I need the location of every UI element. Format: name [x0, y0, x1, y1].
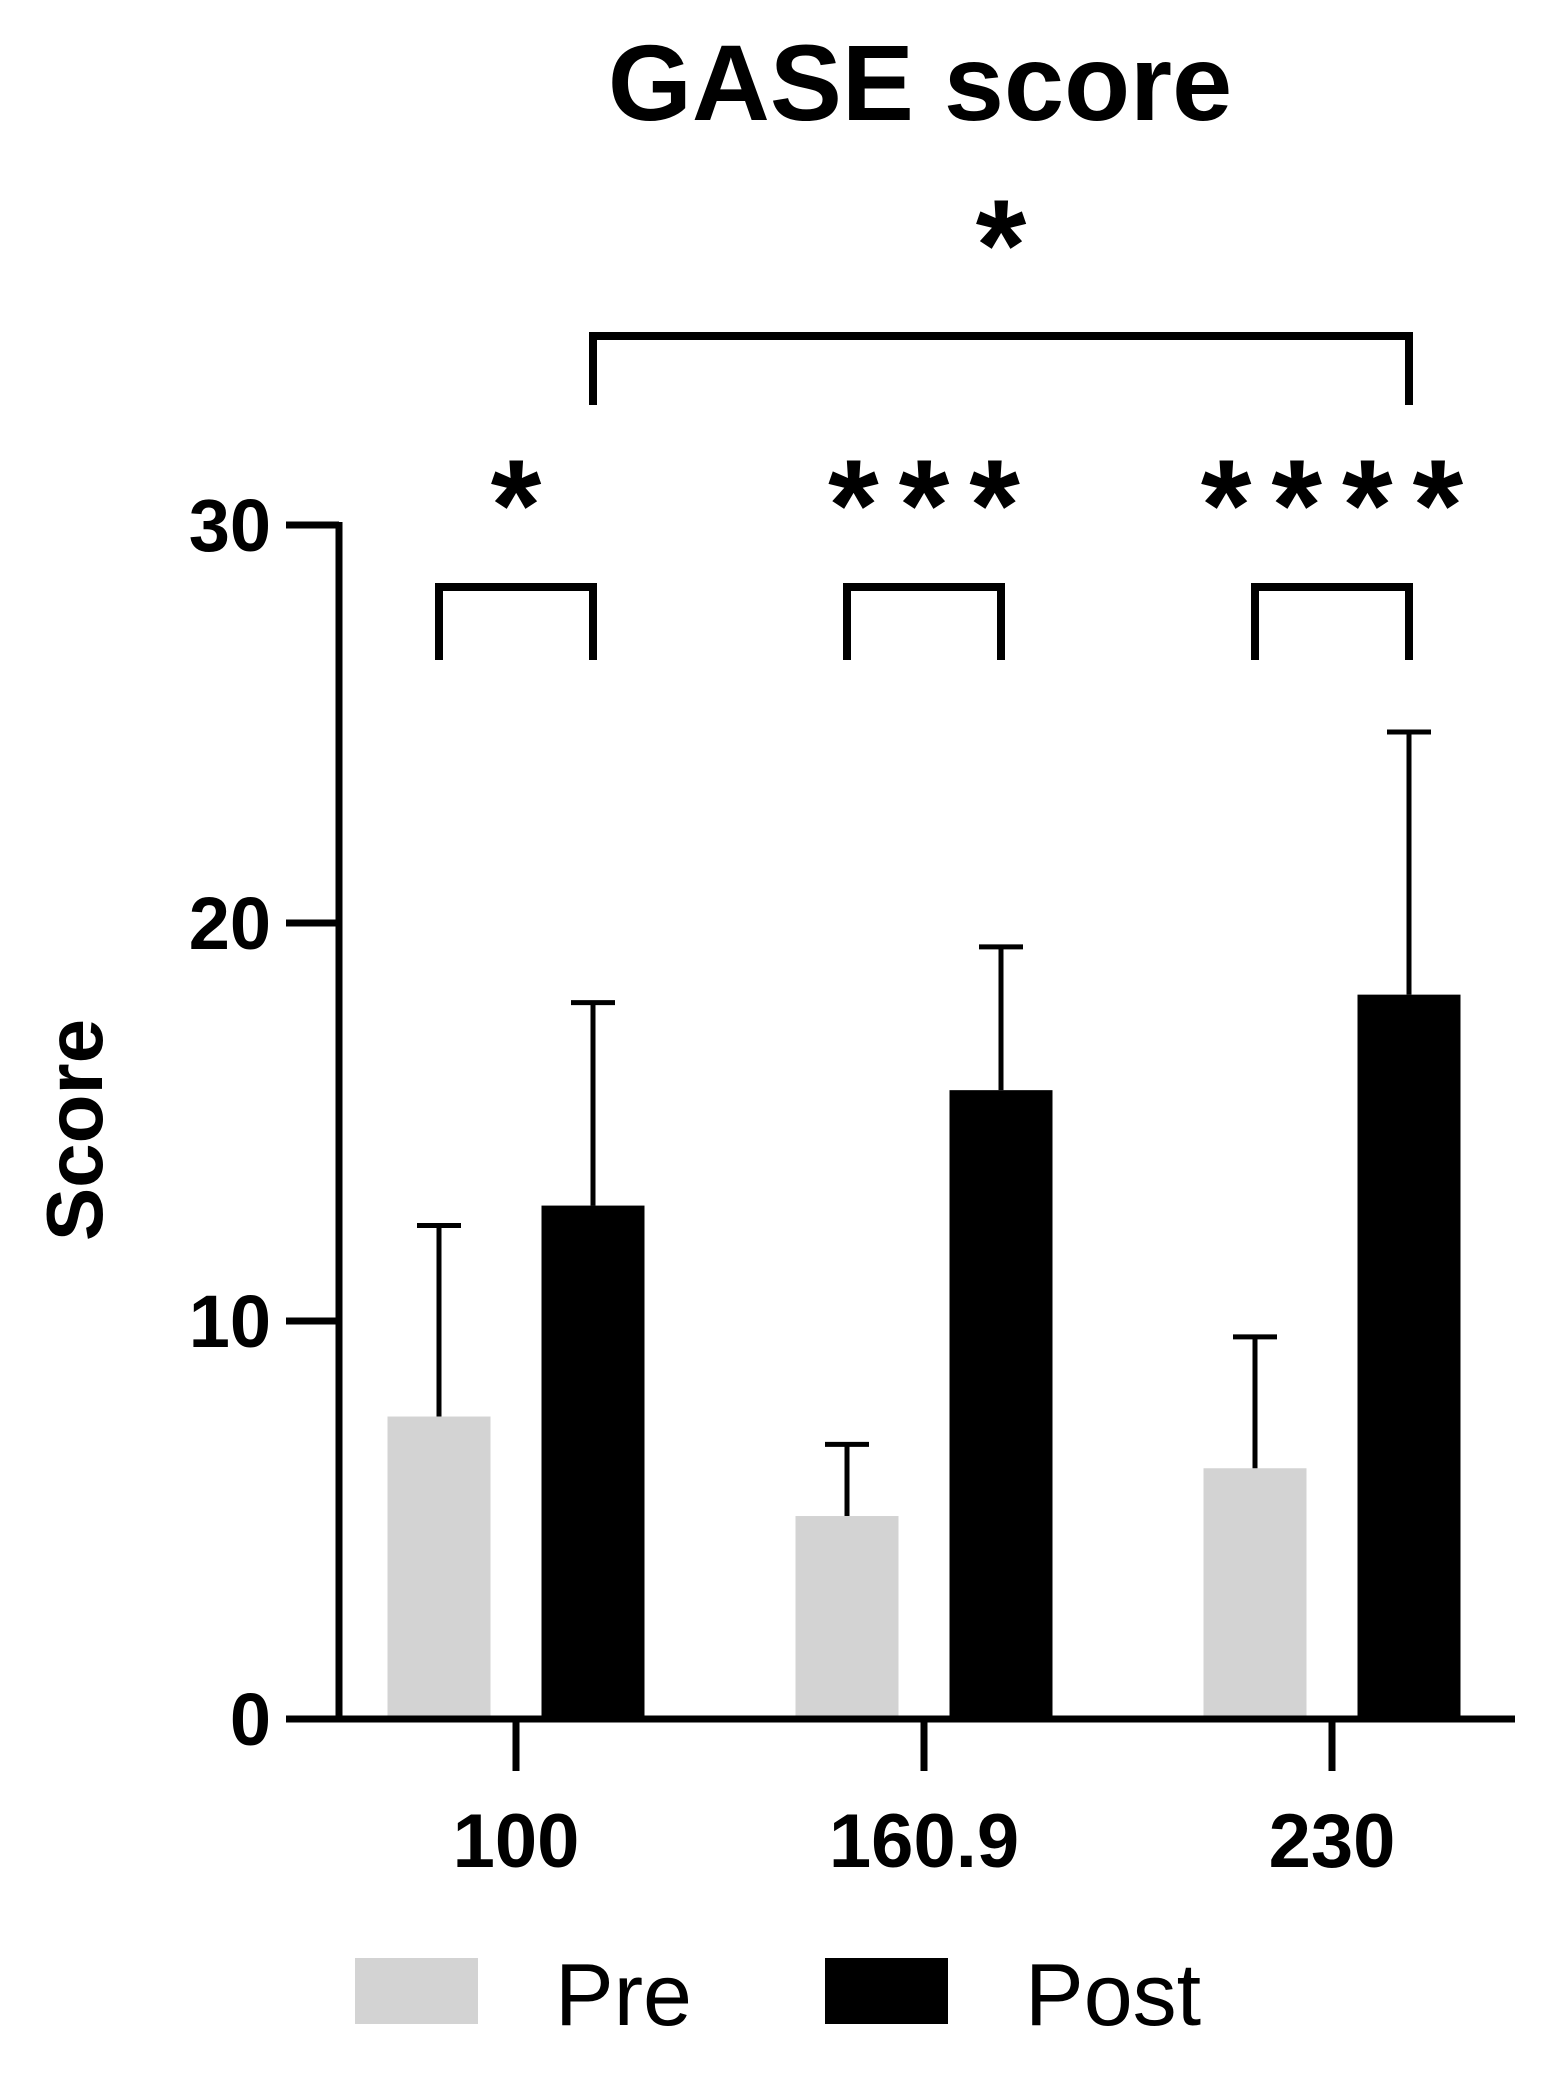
significance-bracket-4: [589, 332, 1413, 405]
x-tick-label-160.9: 160.9: [829, 1799, 1019, 1884]
bar-post-160.9: [949, 1090, 1053, 1719]
significance-label-4: *: [976, 172, 1047, 318]
y-tick-label-20: 20: [189, 882, 271, 965]
legend-label-post: Post: [1025, 1945, 1201, 2044]
x-tick-label-230: 230: [1269, 1799, 1396, 1884]
legend-label-pre: Pre: [555, 1945, 692, 2044]
axes: 0 10 20 30 100 160.9 230: [189, 484, 1515, 1884]
bar-post-100: [541, 1205, 645, 1719]
y-tick-label-30: 30: [189, 484, 271, 567]
x-tick-label-100: 100: [453, 1799, 580, 1884]
significance-bracket-3: [1251, 583, 1413, 660]
significance-bracket-2: [843, 583, 1005, 660]
bars-layer: [387, 994, 1461, 1719]
significance-label-1: *: [491, 432, 562, 578]
bar-pre-160.9: [795, 1516, 899, 1719]
y-tick-label-10: 10: [189, 1280, 271, 1363]
error-bars-layer: [417, 729, 1431, 1517]
bar-post-230: [1357, 994, 1461, 1719]
y-tick-label-0: 0: [230, 1678, 271, 1761]
legend: Pre Post: [355, 1945, 1201, 2044]
bar-pre-100: [387, 1416, 491, 1719]
significance-label-2: ***: [828, 432, 1040, 578]
significance-bracket-1: [435, 583, 597, 660]
significance-label-3: ****: [1201, 432, 1483, 578]
legend-swatch-post: [825, 1958, 948, 2024]
bar-pre-230: [1203, 1468, 1307, 1719]
y-axis-label: Score: [30, 1019, 119, 1241]
legend-swatch-pre: [355, 1958, 478, 2024]
chart-title: GASE score: [608, 22, 1232, 143]
significance-brackets: * *** *****: [435, 172, 1483, 660]
